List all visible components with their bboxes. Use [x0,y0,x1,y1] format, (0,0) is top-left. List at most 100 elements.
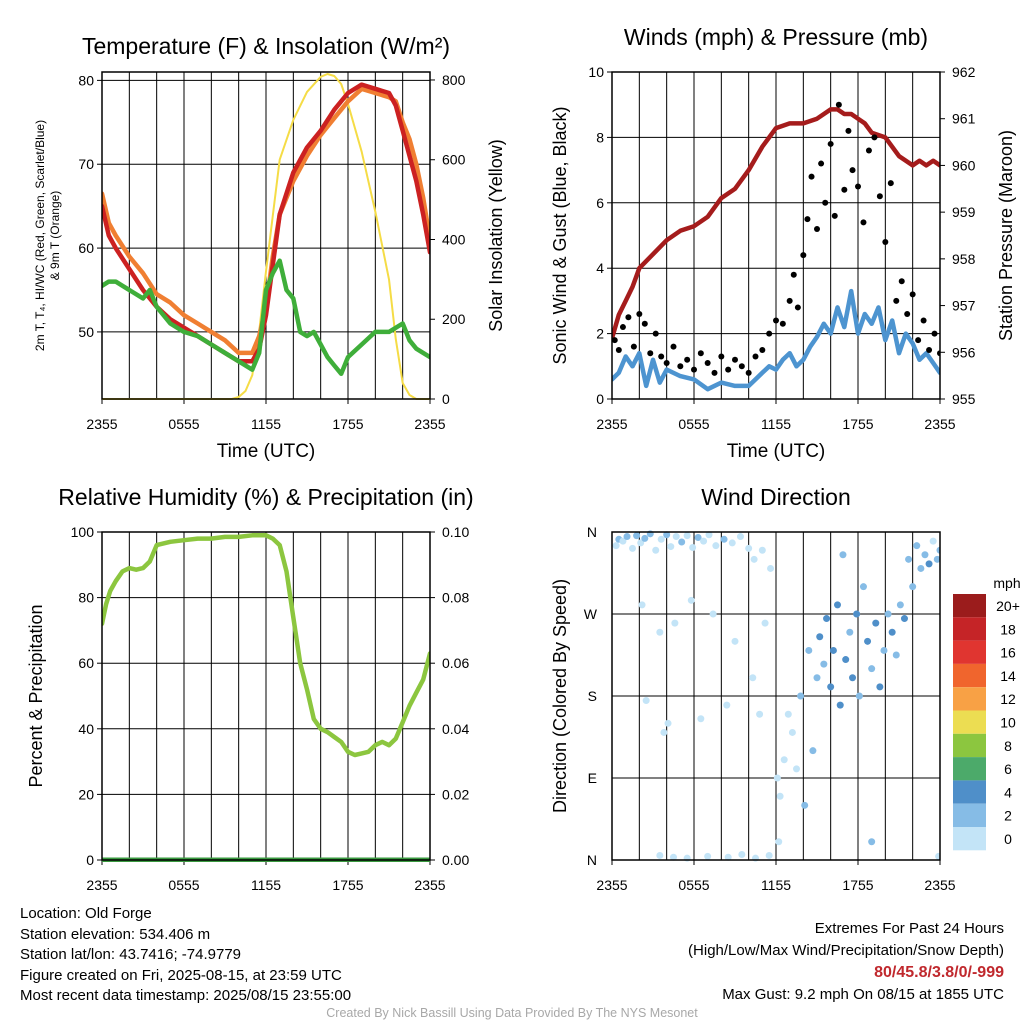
y2-axis-label: Solar Insolation (Yellow) [486,139,506,331]
y-tick-label: E [588,770,597,786]
x-tick-label: 2355 [596,877,627,893]
direction-point [738,851,746,859]
y-axis-label: Direction (Colored By Speed) [550,579,570,813]
y-tick-label: 6 [596,195,604,211]
plot-area [102,73,430,400]
plot-frame [611,71,941,400]
y-tick-label: 10 [588,64,604,80]
y2-tick-label: 0.00 [442,852,469,868]
direction-point [697,715,705,723]
legend-label: 10 [1000,715,1016,731]
direction-point [805,646,813,654]
direction-point [720,535,728,543]
legend-label: 18 [1000,621,1016,637]
x-tick-label: 0555 [678,416,709,432]
y-tick-label: 80 [78,590,94,606]
location-text: Location: Old Forge [20,905,152,922]
direction-point [859,583,867,591]
direction-point [921,551,929,559]
series-line-1 [612,288,940,392]
direction-point [750,555,758,563]
y2-axis-label: Station Pressure (Maroon) [996,130,1016,341]
station-info: Location: Old Forge Station elevation: 5… [20,904,351,1007]
direction-point [813,674,821,682]
legend-label: 14 [1000,668,1016,684]
chart-title: Wind Direction [701,484,851,510]
plot-area [612,101,940,392]
y-axis-label: 2m T, T₄, HI/WC (Red, Green, Scarlet/Blu… [33,120,62,351]
y2-tick-label: 0.04 [442,721,469,737]
y-tick-label: 50 [78,324,94,340]
gust-point [931,330,938,337]
direction-point [776,792,784,800]
gust-point [893,297,900,304]
direction-point [623,533,631,541]
legend-swatch [953,733,986,758]
elevation-text: Station elevation: 534.406 m [20,925,211,943]
gust-point [882,239,889,246]
direction-point [642,697,650,705]
recent-data-text: Most recent data timestamp: 2025/08/15 2… [20,987,352,1004]
direction-point [864,637,872,645]
gust-point [684,356,691,363]
y-tick-label: 70 [78,156,94,172]
y2-tick-label: 957 [952,298,976,314]
direction-point [809,747,817,755]
direction-point [767,564,775,572]
gust-point [636,310,643,317]
direction-point [700,537,708,545]
y2-tick-label: 0.10 [442,524,469,540]
extremes-subtitle: (High/Low/Max Wind/Precipitation/Snow De… [688,942,1004,959]
y-tick-label: 0 [596,391,604,407]
gust-point [773,317,779,324]
direction-point [657,535,665,543]
legend-label: 4 [1004,784,1012,800]
direction-point [793,765,800,773]
legend-label: 6 [1004,761,1012,777]
direction-point [872,619,880,627]
legend-swatch [953,687,986,711]
direction-point [671,619,679,627]
gust-point [831,212,838,219]
x-tick-label: 2355 [924,416,955,432]
latlon-text: Station lat/lon: 43.7416; -74.9779 [20,946,242,963]
direction-point [876,683,884,691]
direction-point [880,646,888,654]
gust-point [926,346,933,353]
direction-point [935,852,940,860]
direction-point [745,544,753,552]
direction-point [761,619,769,627]
gust-point [841,186,848,193]
y-tick-label: S [588,688,597,704]
gust-point [752,353,759,360]
y-tick-label: 0 [86,852,94,868]
x-tick-label: 1155 [251,416,281,432]
direction-point [667,543,675,551]
direction-point [855,692,863,700]
y2-tick-label: 956 [952,344,976,360]
y-axis-label-line: 2m T, T₄, HI/WC (Red, Green, Scarlet/Blu… [33,120,47,351]
direction-point [896,601,904,609]
credit-text: Created By Nick Bassill Using Data Provi… [326,1006,698,1020]
series-2 [612,101,940,376]
y2-tick-label: 955 [952,391,976,407]
direction-point [670,853,677,861]
direction-point [933,555,940,563]
gust-point [738,363,745,370]
x-tick-label: 0555 [168,416,199,432]
series-line-0 [102,533,430,758]
gust-point [814,225,820,232]
plot-frame [101,71,431,400]
direction-point [888,628,896,636]
legend-swatch [953,663,986,688]
chart-title: Temperature (F) & Insolation (W/m²) [82,33,450,59]
x-tick-label: 2355 [414,877,445,893]
direction-point [758,546,766,554]
direction-point [704,852,712,860]
direction-point [664,719,672,727]
x-tick-label: 1755 [332,877,363,893]
gust-point [827,140,834,147]
direction-point [663,531,671,539]
legend-label: 2 [1004,808,1012,824]
x-tick-label: 2355 [86,877,117,893]
